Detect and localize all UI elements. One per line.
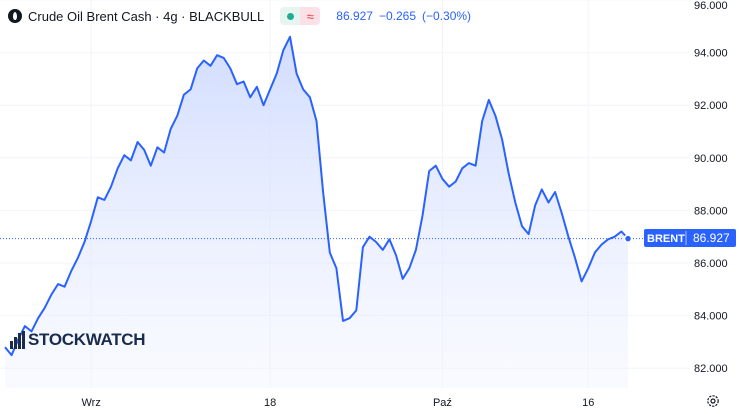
last-price-label: BRENT 86.927 xyxy=(644,229,736,247)
market-status-pill[interactable]: ≈ xyxy=(280,7,321,25)
last-price-dot xyxy=(623,234,633,243)
x-tick-label: 16 xyxy=(582,397,594,409)
approx-data-icon: ≈ xyxy=(300,7,321,25)
last-price-value: 86.927 xyxy=(693,231,730,245)
stockwatch-logo-icon xyxy=(10,331,26,349)
stockwatch-watermark: STOCKWATCH xyxy=(10,330,146,350)
last-price: 86.927 xyxy=(336,9,373,23)
legend-values: 86.927 −0.265 (−0.30%) xyxy=(336,9,471,23)
market-open-icon xyxy=(280,7,301,25)
watermark-text: STOCKWATCH xyxy=(28,330,146,349)
y-tick-label: 94.000 xyxy=(694,48,728,60)
symbol-title[interactable]: Crude Oil Brent Cash · 4g · BLACKBULL xyxy=(28,8,265,24)
x-tick-label: 18 xyxy=(264,397,276,409)
x-tick-label: Wrz xyxy=(81,397,100,409)
y-tick-label: 84.000 xyxy=(694,311,728,323)
price-change-percent: (−0.30%) xyxy=(422,9,472,23)
y-tick-label: 86.000 xyxy=(694,258,728,270)
chart-legend: Crude Oil Brent Cash · 4g · BLACKBULL ≈ … xyxy=(8,6,471,26)
price-line xyxy=(4,35,629,357)
price-area-fill xyxy=(5,36,628,389)
y-tick-label: 92.000 xyxy=(694,100,728,112)
y-tick-label: 90.000 xyxy=(694,153,728,165)
y-tick-label: 96.000 xyxy=(694,0,728,12)
x-axis[interactable]: Wrz18Paź16Lis xyxy=(81,397,739,409)
gear-icon[interactable] xyxy=(706,394,720,408)
last-price-label-bg xyxy=(644,229,736,247)
y-tick-label: 88.000 xyxy=(694,205,728,217)
last-price-symbol: BRENT xyxy=(647,233,685,245)
y-tick-label: 82.000 xyxy=(694,363,728,375)
price-change: −0.265 xyxy=(378,9,417,23)
oil-drop-icon xyxy=(8,9,22,23)
y-axis[interactable]: 82.000 84.000 86.000 88.000 90.000 92.000 94.0… xyxy=(694,0,728,375)
x-tick-label: Paź xyxy=(433,397,452,409)
